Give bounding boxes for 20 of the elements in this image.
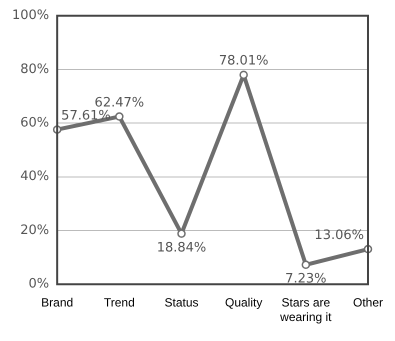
y-tick-label: 40% [20, 169, 50, 184]
data-label: 18.84% [156, 240, 206, 256]
x-tick-label: Trend [104, 296, 135, 310]
y-tick-label: 60% [20, 116, 50, 131]
x-tick-label: Quality [224, 296, 262, 310]
data-label: 78.01% [218, 54, 268, 69]
y-tick-label: 0% [28, 276, 50, 292]
y-tick-label: 80% [20, 62, 50, 77]
x-tick-label: Other [352, 296, 383, 310]
point [115, 112, 124, 121]
data-label: 7.23% [285, 272, 326, 287]
data-label: 13.06% [314, 228, 364, 244]
y-tick-label: 20% [20, 222, 50, 238]
point [302, 260, 310, 270]
x-tick-label: Brand [41, 296, 74, 310]
data-label: 62.47% [94, 95, 144, 110]
x-tick-label: Stars are wearing it [279, 296, 332, 324]
x-tick-label: Status [164, 296, 199, 310]
y-tick-label: 100% [12, 8, 50, 24]
data-label: 57.61% [61, 108, 111, 124]
